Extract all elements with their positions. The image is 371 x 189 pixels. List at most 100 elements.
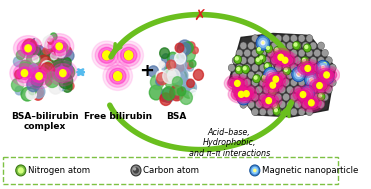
Circle shape [131, 165, 141, 176]
Ellipse shape [239, 89, 253, 99]
Circle shape [67, 82, 74, 90]
Ellipse shape [313, 66, 340, 84]
Ellipse shape [224, 74, 250, 92]
Circle shape [324, 72, 329, 78]
Circle shape [40, 59, 52, 72]
Circle shape [325, 57, 332, 64]
Circle shape [162, 64, 174, 77]
Circle shape [148, 66, 158, 77]
Circle shape [15, 86, 23, 95]
Circle shape [156, 71, 166, 81]
Circle shape [62, 70, 71, 79]
Circle shape [329, 79, 336, 86]
Circle shape [240, 57, 247, 64]
Circle shape [306, 108, 313, 116]
Circle shape [177, 53, 187, 63]
Circle shape [236, 93, 243, 101]
Circle shape [263, 86, 270, 94]
Circle shape [237, 90, 250, 105]
Circle shape [186, 61, 193, 69]
Circle shape [35, 36, 43, 45]
Circle shape [308, 75, 316, 84]
Circle shape [271, 101, 278, 108]
Circle shape [16, 50, 25, 60]
Circle shape [279, 42, 286, 50]
Circle shape [187, 79, 194, 88]
Circle shape [228, 64, 235, 72]
Circle shape [325, 71, 332, 79]
Circle shape [174, 73, 185, 85]
Circle shape [302, 71, 309, 79]
Ellipse shape [109, 68, 126, 84]
Text: +: + [139, 62, 154, 80]
Ellipse shape [301, 96, 321, 110]
Circle shape [44, 47, 55, 59]
Circle shape [64, 50, 74, 61]
Circle shape [45, 62, 52, 70]
Ellipse shape [263, 70, 289, 88]
Circle shape [252, 64, 259, 72]
Circle shape [252, 93, 259, 101]
Circle shape [322, 67, 324, 68]
Circle shape [193, 69, 203, 80]
Circle shape [271, 42, 278, 50]
Circle shape [298, 108, 305, 116]
Circle shape [45, 72, 59, 88]
Circle shape [279, 86, 286, 94]
Circle shape [253, 74, 260, 83]
Circle shape [189, 60, 196, 67]
Circle shape [243, 67, 246, 70]
Circle shape [235, 90, 242, 98]
Circle shape [303, 59, 305, 61]
Ellipse shape [259, 94, 279, 108]
Circle shape [21, 87, 33, 101]
Circle shape [174, 68, 188, 83]
Circle shape [292, 67, 305, 82]
Circle shape [283, 67, 290, 75]
Circle shape [252, 108, 259, 116]
Circle shape [297, 72, 301, 76]
Circle shape [60, 62, 72, 76]
Ellipse shape [304, 98, 318, 108]
Circle shape [236, 64, 243, 72]
Circle shape [309, 100, 314, 106]
Circle shape [33, 85, 45, 98]
Circle shape [48, 52, 62, 67]
Ellipse shape [267, 48, 294, 66]
Circle shape [174, 93, 180, 99]
Ellipse shape [236, 87, 256, 101]
Ellipse shape [309, 79, 329, 92]
Circle shape [239, 91, 244, 97]
Circle shape [157, 73, 168, 85]
Ellipse shape [301, 64, 315, 73]
Ellipse shape [113, 71, 123, 81]
Circle shape [302, 101, 309, 108]
Circle shape [170, 55, 176, 61]
Circle shape [326, 76, 328, 78]
Circle shape [232, 86, 239, 94]
Text: ✗: ✗ [194, 9, 206, 24]
Circle shape [325, 86, 332, 94]
FancyBboxPatch shape [3, 156, 338, 184]
Circle shape [19, 168, 23, 173]
Circle shape [162, 54, 170, 63]
Circle shape [283, 35, 290, 42]
Circle shape [173, 77, 179, 84]
Circle shape [55, 70, 66, 82]
Ellipse shape [260, 76, 286, 94]
Circle shape [310, 78, 313, 82]
Ellipse shape [45, 34, 74, 59]
Circle shape [266, 46, 269, 49]
Circle shape [254, 169, 256, 172]
Circle shape [163, 70, 170, 78]
Circle shape [252, 167, 257, 174]
Circle shape [175, 52, 186, 64]
Circle shape [306, 91, 310, 95]
Circle shape [183, 80, 196, 95]
Ellipse shape [228, 85, 254, 103]
Circle shape [273, 104, 276, 107]
Circle shape [294, 101, 301, 108]
Ellipse shape [263, 78, 283, 92]
Circle shape [321, 83, 324, 86]
Circle shape [19, 62, 33, 77]
